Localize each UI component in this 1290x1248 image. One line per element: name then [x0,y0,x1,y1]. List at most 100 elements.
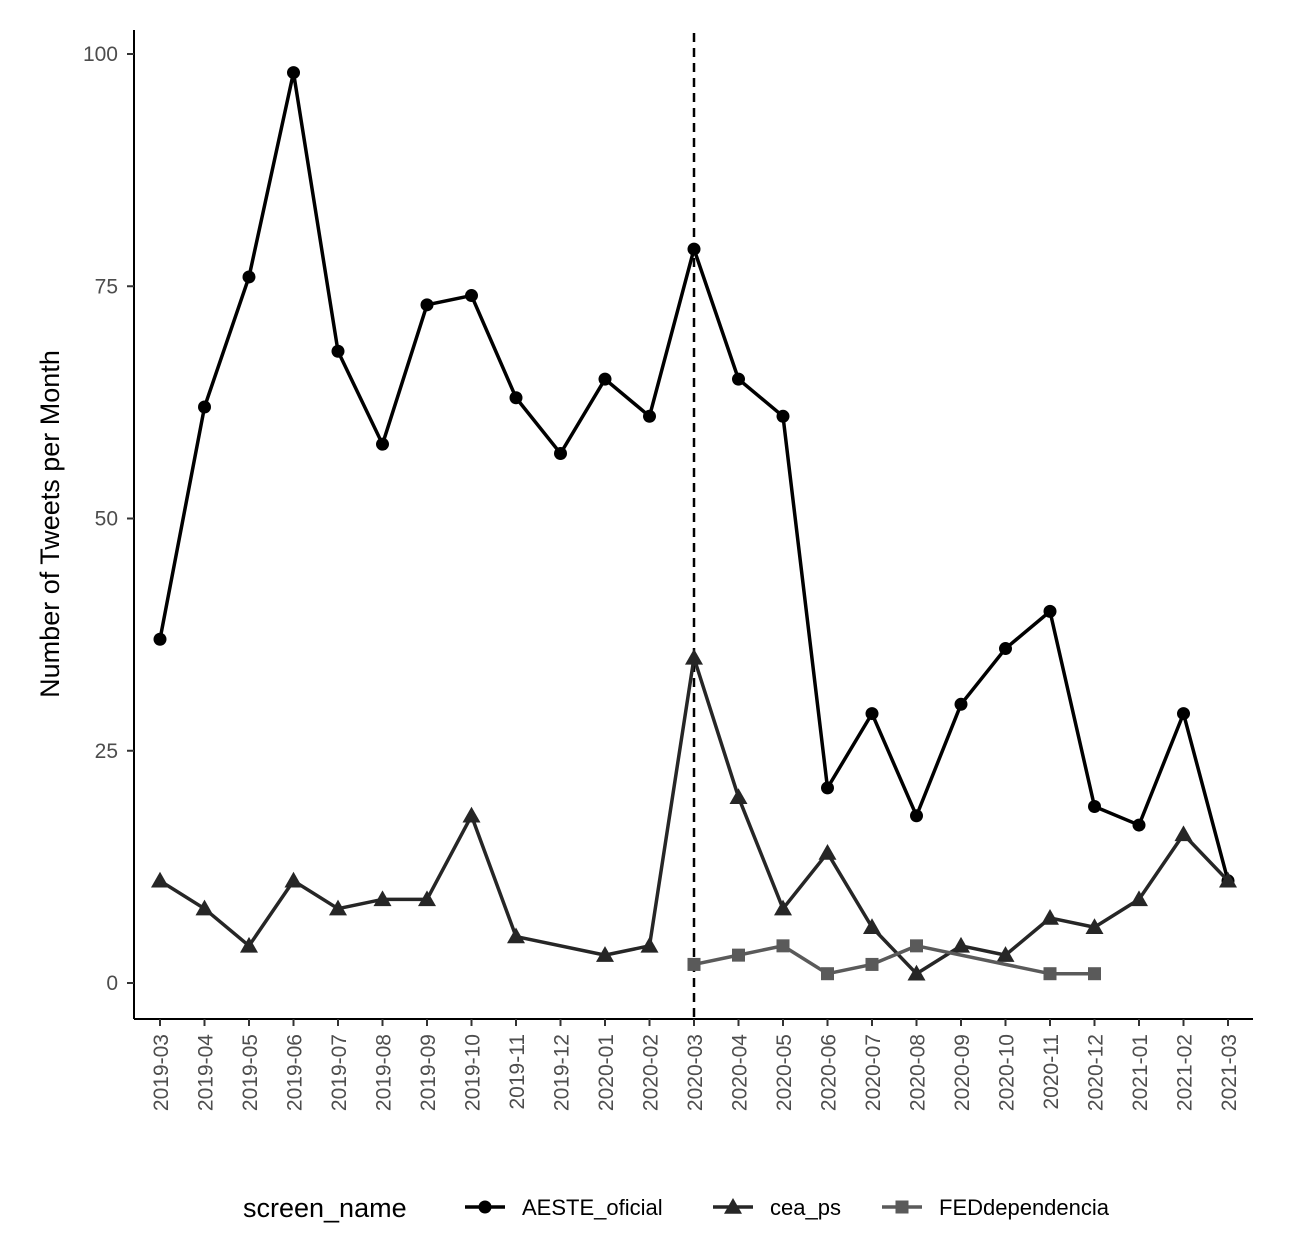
data-point [687,242,701,256]
series-cea_ps [151,648,1237,981]
data-point [1130,890,1148,907]
x-tick-label: 2019-09 [417,1034,440,1111]
data-point [776,409,790,423]
x-tick-label: 2019-04 [195,1034,218,1111]
x-tick-label: 2019-11 [506,1034,529,1110]
x-tick-label: 2020-10 [996,1034,1019,1111]
legend-item-cea_ps: cea_ps [713,1195,841,1220]
data-point [776,939,790,953]
data-point [507,927,525,944]
legend-label: cea_ps [770,1195,841,1220]
data-point [598,372,612,386]
legend-item-FEDdependencia: FEDdependencia [882,1195,1110,1220]
x-tick-label: 2020-11 [1040,1034,1063,1110]
x-tick-label: 2020-01 [595,1034,618,1111]
data-point [242,270,256,284]
series-FEDdependencia [687,939,1101,981]
x-tick-label: 2020-05 [773,1034,796,1111]
legend-swatch-marker [895,1200,909,1214]
x-tick-label: 2021-03 [1218,1034,1241,1111]
legend-label: FEDdependencia [939,1195,1110,1220]
x-axis-ticks: 2019-03 2019-04 2019-05 2019-06 2019-07 2019-… [150,1019,1241,1111]
x-tick-label: 2019-10 [462,1034,485,1111]
legend-title: screen_name [243,1193,407,1223]
data-point [907,964,926,981]
data-point [1088,967,1101,981]
y-axis-label: Number of Tweets per Month [35,350,65,698]
data-point [996,946,1015,962]
data-point [284,871,303,888]
data-point [1132,818,1146,832]
data-point [821,781,834,795]
data-point [554,446,567,460]
data-point [1043,604,1057,618]
data-point [420,298,434,312]
data-point [821,967,834,981]
data-point [240,936,258,953]
data-point [865,957,879,971]
data-point [999,642,1012,656]
data-point [1219,871,1237,888]
series-line [693,944,1095,976]
x-tick-label: 2019-05 [239,1034,262,1111]
y-tick-label: 75 [95,275,118,298]
data-point [509,391,523,405]
legend: screen_name AESTE_oficial cea_ps FEDdepend… [243,1193,1110,1223]
data-point [685,648,703,665]
legend-label: AESTE_oficial [522,1195,663,1220]
y-tick-label: 25 [95,740,118,763]
data-point [1041,908,1059,925]
data-point [287,66,300,80]
data-point [198,400,211,414]
data-point [153,632,167,646]
data-point [687,957,701,971]
data-point [732,948,745,962]
data-point [418,890,436,907]
x-tick-label: 2019-03 [150,1034,173,1111]
data-point [910,809,923,823]
data-point [865,707,879,721]
x-tick-label: 2020-08 [907,1034,930,1111]
data-point [462,806,481,823]
data-point [732,372,745,386]
x-tick-label: 2021-02 [1174,1034,1197,1111]
data-point [643,409,656,423]
data-point [1088,799,1101,813]
data-point [151,871,169,888]
legend-swatch-marker [478,1200,492,1214]
data-point [1085,918,1104,935]
data-point [729,788,748,804]
data-point [465,289,478,303]
data-point [331,344,345,358]
data-point [910,939,923,953]
series-line [159,656,1230,976]
x-tick-label: 2020-07 [862,1034,885,1111]
data-point [195,899,214,916]
legend-item-AESTE_oficial: AESTE_oficial [465,1195,663,1220]
data-point [1174,825,1193,842]
legend-swatch-marker [724,1198,742,1214]
data-point [863,918,881,935]
x-tick-label: 2020-02 [640,1034,663,1111]
data-point [1043,967,1057,981]
series-AESTE_oficial [153,66,1235,888]
data-point [329,899,347,916]
x-tick-label: 2020-04 [729,1034,752,1111]
y-tick-label: 50 [95,508,118,531]
data-point [774,899,792,916]
data-point [954,697,968,711]
x-tick-label: 2021-01 [1129,1034,1152,1111]
plot-area [151,33,1237,1019]
data-point [818,843,837,860]
data-point [596,946,614,962]
x-tick-label: 2020-09 [951,1034,974,1111]
data-point [373,890,392,907]
x-tick-label: 2019-08 [373,1034,396,1111]
data-point [1177,707,1190,721]
y-tick-label: 100 [83,43,118,66]
x-tick-label: 2019-07 [328,1034,351,1111]
x-tick-label: 2019-06 [284,1034,307,1111]
x-tick-label: 2020-06 [818,1034,841,1111]
y-tick-label: 0 [106,972,118,995]
